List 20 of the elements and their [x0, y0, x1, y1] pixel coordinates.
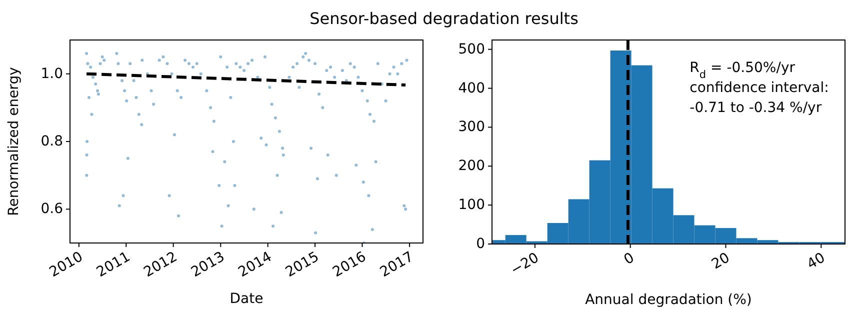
y-tick-label: 400	[458, 80, 485, 96]
chart-title: Sensor-based degradation results	[310, 9, 578, 28]
y-tick-label: 500	[458, 41, 485, 58]
y-tick-label: 0.8	[40, 134, 63, 150]
annotation: confidence interval:	[690, 80, 829, 96]
annotation: -0.71 to -0.34 %/yr	[690, 100, 822, 116]
y-tick-label: 300	[458, 119, 485, 136]
x-tick-label: 20	[709, 250, 733, 273]
y-tick-label: 200	[458, 158, 485, 174]
x-tick-label: −20	[508, 250, 542, 279]
y-tick-label: 1.0	[40, 66, 63, 82]
annotation: R$_{d}$ = -0.50%/yr	[690, 60, 796, 81]
y-tick-label: 0.6	[40, 201, 64, 218]
y-axis-title: Renormalized energy	[6, 67, 22, 216]
y-tick-label: 0	[476, 236, 485, 252]
y-tick-label: 100	[458, 197, 485, 214]
x-axis-title: Date	[230, 291, 264, 307]
x-tick-label: 40	[804, 250, 828, 273]
x-axis-title: Annual degradation (%)	[585, 292, 752, 308]
x-tick-label: 0	[621, 250, 638, 268]
